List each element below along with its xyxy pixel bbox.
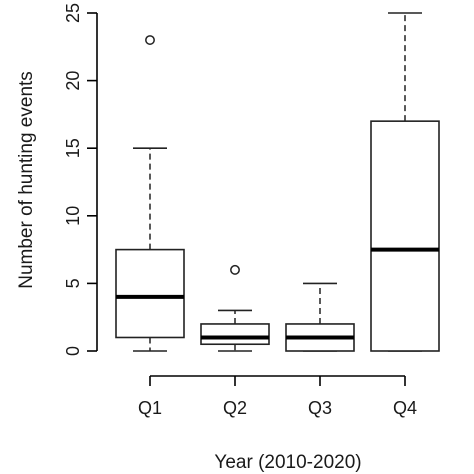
box-group-q2 <box>200 264 270 352</box>
y-tick-label: 0 <box>63 346 83 356</box>
axes: 0 5 10 15 20 25 Q1 Q2 Q3 Q4 <box>63 3 417 418</box>
x-axis-title: Year (2010-2020) <box>214 452 361 473</box>
y-tick-label: 20 <box>63 71 83 91</box>
outlier-point <box>230 264 240 275</box>
y-axis-title: Number of hunting events <box>16 71 37 289</box>
box-group-q4 <box>370 12 440 352</box>
plot-area <box>115 12 440 352</box>
outlier-point <box>145 35 155 45</box>
box-group-q1 <box>115 35 185 352</box>
x-tick-label: Q3 <box>308 398 332 418</box>
y-tick-label: 10 <box>63 206 83 226</box>
box-group-q3 <box>285 282 355 352</box>
y-tick-label: 15 <box>63 138 83 158</box>
y-tick-label: 5 <box>63 278 83 288</box>
box-iqr <box>370 120 440 352</box>
x-tick-label: Q2 <box>223 398 247 418</box>
x-tick-label: Q4 <box>393 398 417 418</box>
y-tick-label: 25 <box>63 3 83 23</box>
x-tick-label: Q1 <box>138 398 162 418</box>
box-iqr <box>115 248 185 339</box>
box-iqr <box>200 323 270 346</box>
